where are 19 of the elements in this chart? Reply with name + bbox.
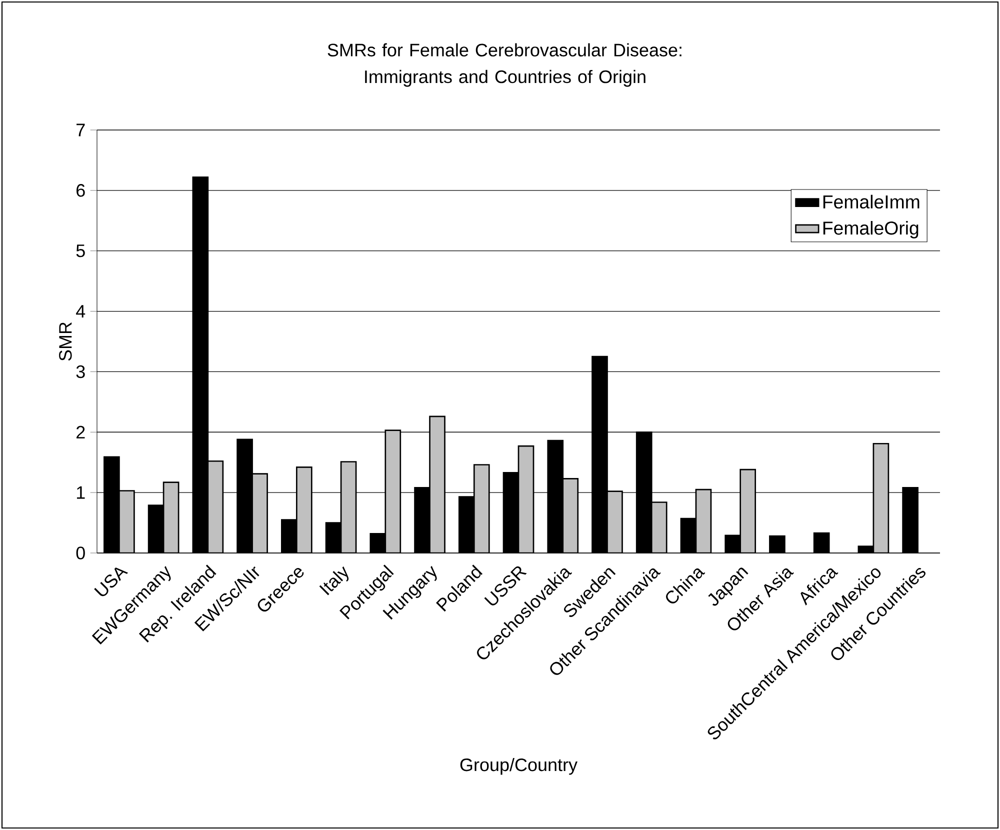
chart-title: SMRs for Female Cerebrovascular Disease: Immigrants and Countries of Origin xyxy=(328,43,682,87)
legend-label: FemaleImm xyxy=(823,194,920,209)
y-tick-label: 0 xyxy=(76,546,85,560)
y-axis-title: SMR xyxy=(59,322,72,361)
bar xyxy=(207,460,224,553)
bar xyxy=(872,442,890,553)
y-tick-label: 5 xyxy=(76,244,85,258)
y-tick-label: 3 xyxy=(76,365,85,378)
y-tick-label: 6 xyxy=(76,184,85,197)
bar xyxy=(518,445,534,553)
bar xyxy=(162,482,180,553)
bar xyxy=(340,461,357,553)
x-axis-title: Group/Country xyxy=(460,758,578,775)
bar xyxy=(695,488,712,553)
y-tick-label: 1 xyxy=(76,486,85,499)
y-tick-label: 7 xyxy=(76,124,85,136)
legend-label: FemaleOrig xyxy=(823,221,918,238)
y-tick-label: 4 xyxy=(76,305,86,318)
y-tick-label: 2 xyxy=(76,426,85,438)
